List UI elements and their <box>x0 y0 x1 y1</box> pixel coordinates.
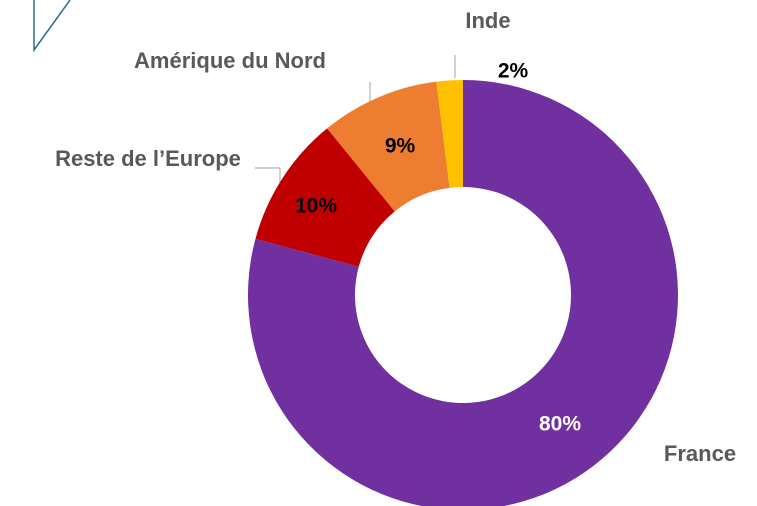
category-label: Reste de l’Europe <box>55 146 241 171</box>
slice <box>255 128 395 267</box>
value-label: 10% <box>295 195 337 218</box>
slice <box>248 80 678 506</box>
value-label: 80% <box>539 413 581 436</box>
value-label: 2% <box>498 60 529 83</box>
category-label: Inde <box>465 8 510 33</box>
category-label: France <box>664 441 736 466</box>
slice <box>327 81 450 212</box>
slice <box>436 80 463 188</box>
decoration <box>33 0 71 53</box>
value-label: 9% <box>385 135 416 158</box>
category-label: Amérique du Nord <box>134 48 326 73</box>
